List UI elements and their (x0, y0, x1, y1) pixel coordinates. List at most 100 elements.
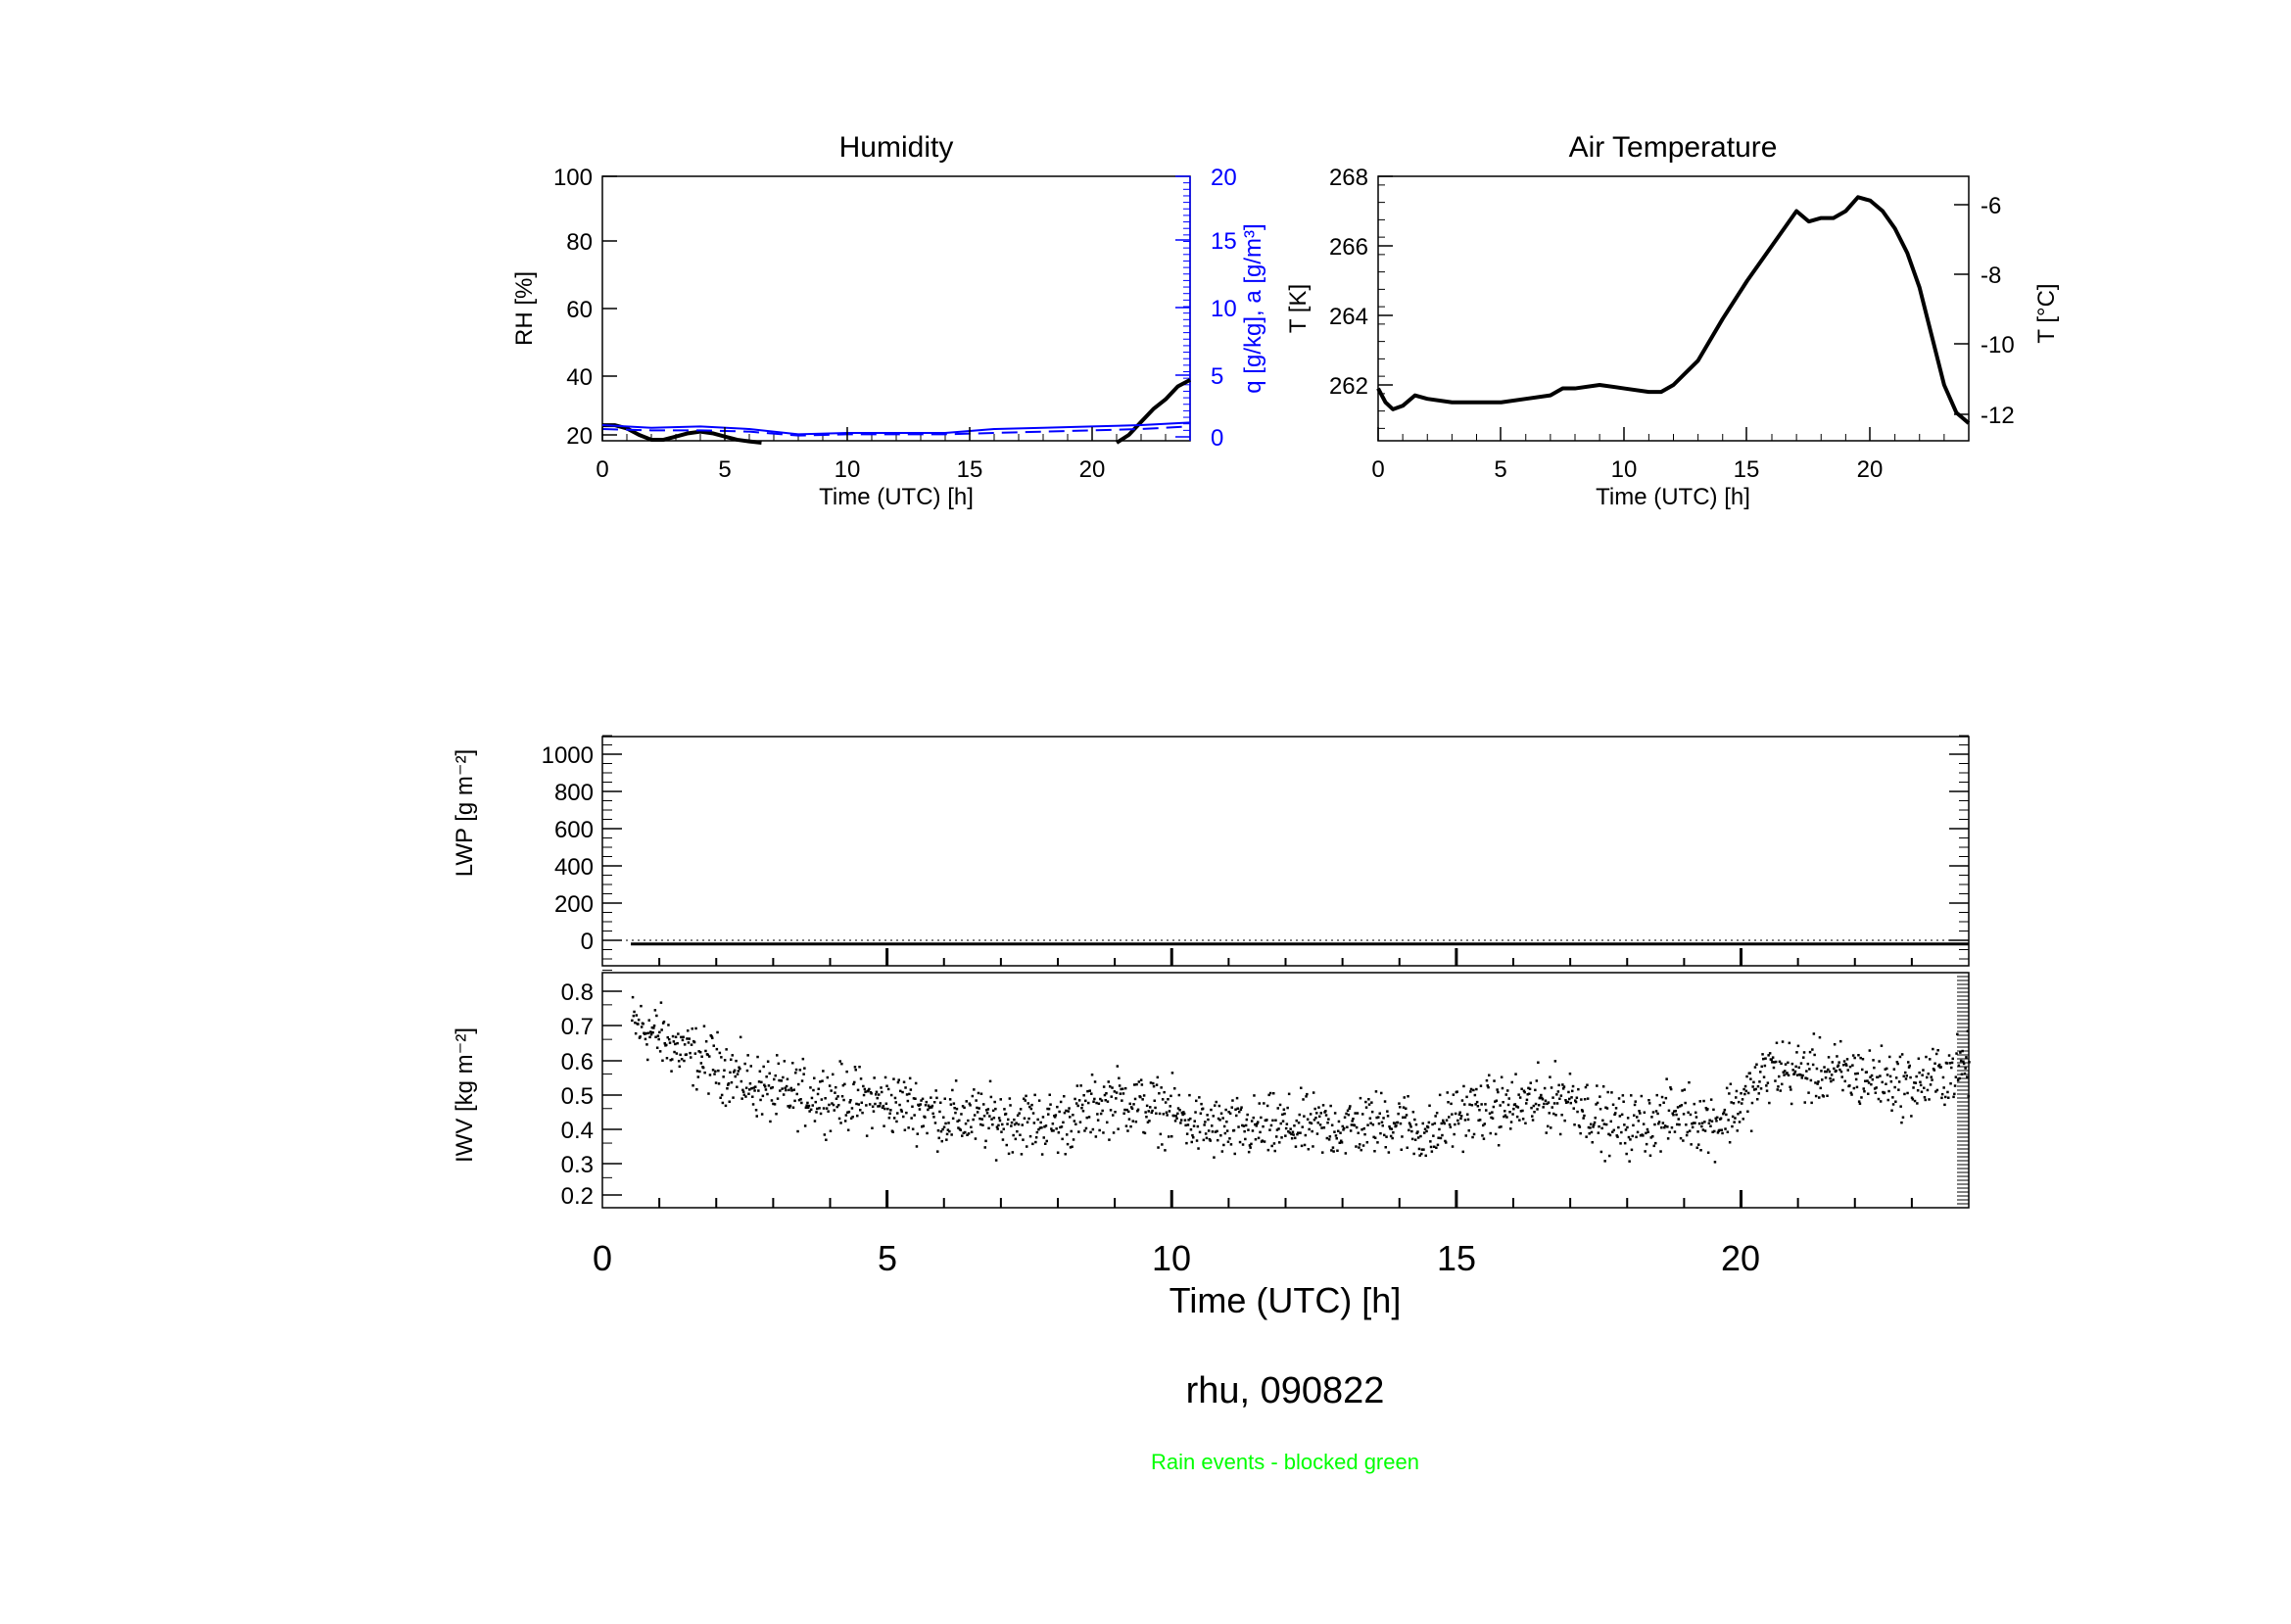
iwv-point (1210, 1108, 1213, 1112)
iwv-point (1444, 1139, 1447, 1143)
iwv-point (1451, 1145, 1455, 1148)
iwv-point (1267, 1093, 1270, 1097)
iwv-point (867, 1089, 870, 1092)
iwv-point (1158, 1112, 1162, 1116)
iwv-point (899, 1108, 903, 1112)
iwv-point (1334, 1134, 1338, 1137)
iwv-point (1499, 1104, 1502, 1107)
iwv-point (1808, 1068, 1811, 1071)
iwv-point (1069, 1146, 1073, 1149)
iwv-point (1507, 1097, 1510, 1100)
iwv-point (1011, 1151, 1015, 1154)
iwv-point (1612, 1128, 1615, 1132)
iwv-point (1149, 1081, 1153, 1084)
iwv-point (706, 1053, 709, 1057)
iwv-point (1652, 1144, 1655, 1148)
iwv-point (1142, 1130, 1145, 1134)
iwv-point (1386, 1115, 1390, 1118)
iwv-point (926, 1131, 929, 1135)
iwv-point (1827, 1068, 1830, 1072)
iwv-point (1134, 1121, 1138, 1123)
iwv-point (838, 1060, 841, 1063)
iwv-point (937, 1136, 940, 1140)
iwv-point (1023, 1117, 1026, 1120)
iwv-point (1735, 1096, 1738, 1099)
iwv-point (1805, 1070, 1808, 1073)
iwv-x-tick-label: 15 (1437, 1238, 1476, 1278)
iwv-point (1878, 1060, 1881, 1063)
iwv-point (1129, 1124, 1132, 1128)
iwv-point (1485, 1109, 1488, 1112)
iwv-point (1550, 1126, 1552, 1129)
iwv-point (1045, 1139, 1048, 1143)
iwv-point (1316, 1122, 1319, 1124)
iwv-point (717, 1069, 720, 1073)
iwv-point (1244, 1123, 1248, 1127)
iwv-point (1457, 1113, 1461, 1117)
iwv-point (1521, 1109, 1524, 1113)
iwv-point (993, 1100, 996, 1104)
iwv-point (1058, 1110, 1061, 1114)
iwv-point (949, 1103, 953, 1106)
iwv-point (1377, 1122, 1381, 1125)
iwv-point (1299, 1131, 1302, 1134)
iwv-point (1525, 1098, 1529, 1102)
iwv-point (644, 1032, 646, 1035)
humidity-absolute-line (601, 425, 1191, 437)
iwv-point (987, 1126, 990, 1130)
iwv-point (1456, 1119, 1459, 1122)
iwv-point (1103, 1093, 1107, 1097)
iwv-point (1829, 1076, 1832, 1080)
temperature-right-axis-label: T [°C] (2033, 283, 2060, 343)
iwv-point (1801, 1074, 1804, 1077)
iwv-point (1845, 1058, 1849, 1061)
iwv-point (1900, 1121, 1903, 1124)
iwv-point (1016, 1129, 1019, 1133)
iwv-point (1340, 1139, 1343, 1142)
iwv-point (690, 1056, 692, 1059)
iwv-point (1386, 1110, 1389, 1113)
iwv-point (1558, 1097, 1561, 1100)
iwv-point (1573, 1123, 1576, 1126)
iwv-point (1025, 1094, 1027, 1098)
iwv-point (1238, 1140, 1242, 1144)
iwv-point (1393, 1122, 1397, 1125)
iwv-point (1040, 1126, 1043, 1129)
iwv-point (1424, 1154, 1427, 1158)
iwv-point (1112, 1114, 1115, 1117)
iwv-point (1492, 1105, 1496, 1109)
iwv-point (1799, 1062, 1803, 1065)
iwv-point (1706, 1108, 1709, 1111)
iwv-point (908, 1076, 912, 1080)
iwv-point (853, 1066, 857, 1069)
iwv-point (631, 1019, 634, 1023)
iwv-point (1026, 1121, 1029, 1123)
temperature-x-tick-label: 10 (1611, 456, 1638, 483)
iwv-point (1456, 1090, 1458, 1093)
iwv-point (1940, 1096, 1943, 1100)
iwv-point (1035, 1130, 1039, 1134)
iwv-point (921, 1097, 925, 1101)
iwv-point (1291, 1130, 1295, 1133)
iwv-point (1252, 1116, 1255, 1120)
iwv-point (1102, 1085, 1106, 1088)
iwv-point (1604, 1122, 1608, 1126)
iwv-point (1241, 1143, 1245, 1146)
iwv-point (1897, 1088, 1900, 1091)
iwv-point (1371, 1123, 1375, 1126)
iwv-point (1143, 1131, 1147, 1135)
iwv-point (1377, 1116, 1380, 1119)
iwv-point (1958, 1076, 1961, 1080)
iwv-point (680, 1035, 683, 1039)
iwv-point (1651, 1111, 1655, 1114)
iwv-point (1137, 1080, 1141, 1083)
iwv-point (1230, 1106, 1233, 1109)
iwv-point (1027, 1117, 1030, 1121)
iwv-point (1087, 1116, 1091, 1119)
iwv-point (1633, 1103, 1637, 1107)
iwv-point (648, 1035, 651, 1039)
iwv-point (979, 1122, 982, 1126)
iwv-point (760, 1113, 764, 1116)
iwv-point (1402, 1116, 1405, 1120)
iwv-point (1007, 1118, 1010, 1122)
